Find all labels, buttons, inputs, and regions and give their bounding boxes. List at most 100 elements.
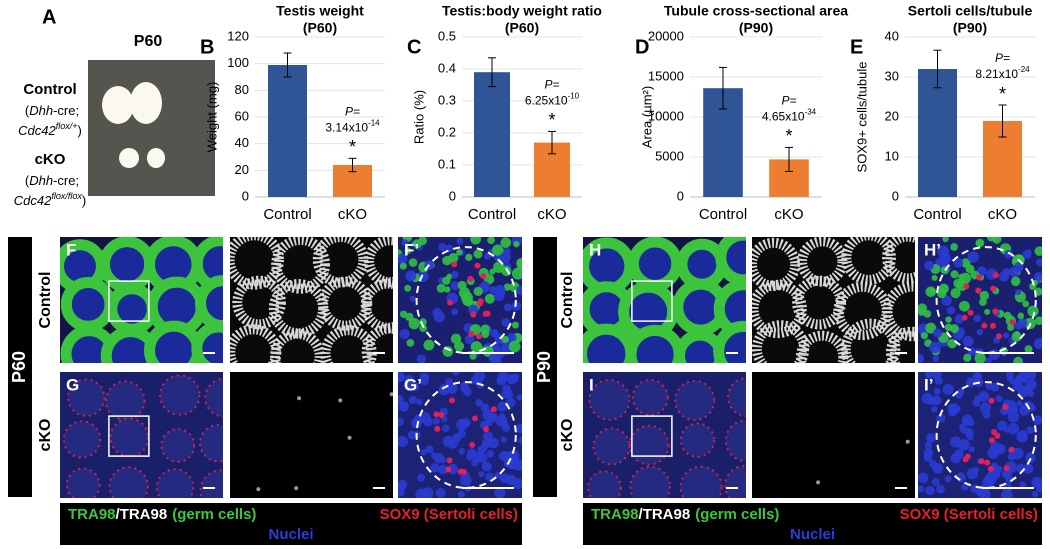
nucleus (412, 239, 422, 249)
nucleus (1034, 316, 1042, 326)
nucleus (1019, 481, 1027, 488)
nucleus (932, 328, 943, 338)
legend-bar (583, 503, 1042, 545)
nucleus (936, 484, 945, 494)
x-tick-label: cKO (537, 206, 566, 223)
sertoli (447, 299, 454, 306)
nucleus (473, 286, 483, 296)
nucleus (408, 395, 417, 405)
tubule-outline (415, 381, 517, 489)
nucleus (399, 262, 407, 270)
p-label: P= (995, 51, 1010, 65)
significance-star: * (548, 110, 555, 130)
nucleus (411, 417, 422, 429)
x-tick-label: cKO (338, 206, 367, 223)
gene: Cdc42 (18, 123, 56, 138)
nucleus (1004, 249, 1014, 259)
tubule (727, 376, 746, 418)
nucleus (437, 464, 448, 475)
nucleus (1003, 426, 1011, 433)
nucleus (932, 355, 940, 362)
age-bar (8, 237, 32, 497)
legend-bar (60, 503, 522, 545)
speck (389, 392, 393, 397)
y-tick-label: 30 (885, 68, 899, 83)
panel-letter: D (635, 36, 649, 58)
y-tick-label: 15000 (648, 68, 684, 83)
sertoli (981, 322, 988, 329)
sertoli (988, 437, 995, 444)
micrograph: I (583, 372, 746, 498)
nucleus (979, 298, 987, 306)
legend-germ: TRA98 (68, 506, 116, 523)
tubule (144, 320, 204, 363)
sertoli (1003, 465, 1010, 472)
sertoli (992, 308, 999, 315)
nucleus (513, 240, 520, 248)
nucleus (972, 398, 981, 407)
legend-germ: TRA98 (591, 506, 639, 523)
nucleus (425, 445, 434, 454)
tubule (724, 419, 746, 463)
sertoli (457, 468, 464, 475)
legend-text: TRA98/TRA98 (germ cells) (68, 506, 256, 523)
nucleus (960, 272, 972, 284)
tubule (588, 378, 631, 421)
nucleus (508, 449, 520, 461)
nucleus (420, 372, 430, 382)
nucleus (485, 419, 493, 427)
legend-slash: / (639, 506, 644, 523)
nucleus (954, 314, 964, 324)
tubule (270, 328, 325, 363)
testis (147, 148, 165, 168)
nucleus (1007, 324, 1015, 332)
panel-letter: C (407, 36, 421, 58)
nucleus (950, 243, 958, 251)
nucleus (451, 270, 459, 279)
nucleus (516, 394, 522, 401)
age-label: P60 (134, 33, 163, 50)
image-label: F’ (404, 240, 419, 259)
genotype-name: cKO (35, 151, 66, 168)
sertoli (470, 311, 477, 318)
legend-germ-desc: (germ cells) (172, 506, 256, 523)
tubule (198, 424, 223, 463)
panel-letter: A (42, 6, 56, 28)
age-label: P90 (534, 351, 554, 383)
tubule (271, 237, 330, 294)
nucleus (496, 375, 507, 386)
sertoli (967, 309, 974, 316)
nucleus (505, 474, 517, 485)
micrograph: H (583, 237, 746, 363)
nucleus (929, 287, 936, 294)
image-label: I (589, 375, 594, 394)
nucleus (985, 357, 992, 363)
legend-nuclei: Nuclei (268, 526, 313, 543)
y-tick-label: 5000 (655, 148, 684, 163)
sertoli (445, 466, 452, 473)
speck (256, 487, 261, 492)
tubule (160, 427, 196, 463)
nucleus (456, 418, 468, 431)
nucleus (453, 341, 465, 352)
significance-star: * (785, 126, 792, 146)
nucleus (404, 284, 412, 292)
chart-subtitle: (P90) (739, 20, 773, 36)
tubule (679, 465, 723, 498)
y-tick-label: 60 (235, 108, 249, 123)
sertoli (451, 261, 458, 268)
nucleus (441, 424, 450, 433)
nucleus (452, 433, 462, 443)
legend-sertoli: SOX9 (Sertoli cells) (380, 506, 518, 523)
tubule (312, 237, 369, 288)
nucleus (942, 383, 954, 395)
x-tick-label: Control (468, 206, 516, 223)
nucleus (398, 439, 403, 446)
nucleus (401, 239, 409, 246)
x-tick-label: Control (263, 206, 311, 223)
legend-slash: / (116, 506, 121, 523)
nucleus (918, 485, 925, 493)
nucleus (485, 472, 494, 481)
p-letter: P= (995, 51, 1010, 65)
nucleus (473, 249, 483, 259)
